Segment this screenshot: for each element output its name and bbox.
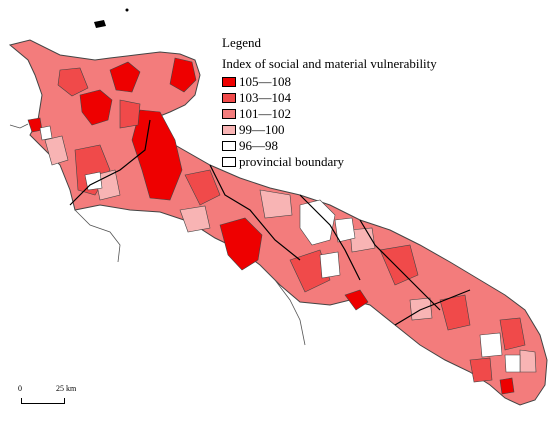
legend-item: 99—100: [222, 123, 437, 136]
legend-label: 96—98: [239, 138, 278, 153]
legend-label: 103—104: [239, 90, 291, 105]
class-96-98: [39, 125, 521, 373]
scale-zero-label: 0: [18, 384, 22, 393]
scale-bar: 0 25 km: [18, 384, 78, 410]
legend-item: 103—104: [222, 91, 437, 104]
legend-item: provincial boundary: [222, 155, 437, 168]
legend-swatch: [222, 140, 236, 151]
legend-label: 105—108: [239, 74, 291, 89]
legend-item: 101—102: [222, 107, 437, 120]
legend-swatch: [222, 108, 236, 119]
class-103-104: [57, 67, 526, 383]
class-105-108: [27, 57, 515, 395]
legend-label: provincial boundary: [239, 154, 345, 169]
scale-bar-line: [21, 398, 65, 404]
map-legend: Legend Index of social and material vuln…: [222, 36, 437, 171]
scale-distance-label: 25 km: [56, 384, 77, 393]
legend-swatch: [222, 76, 236, 87]
legend-item: 105—108: [222, 75, 437, 88]
legend-label: 101—102: [239, 106, 291, 121]
legend-item: 96—98: [222, 139, 437, 152]
legend-title: Legend: [222, 35, 261, 50]
tremiti-islands: [94, 8, 129, 28]
external-boundaries: [9, 123, 306, 346]
legend-swatch: [222, 92, 236, 103]
provincial-boundaries: [69, 119, 471, 326]
legend-subtitle: Index of social and material vulnerabili…: [222, 56, 437, 71]
legend-swatch: [222, 156, 236, 167]
legend-swatch: [222, 124, 236, 135]
legend-label: 99—100: [239, 122, 285, 137]
